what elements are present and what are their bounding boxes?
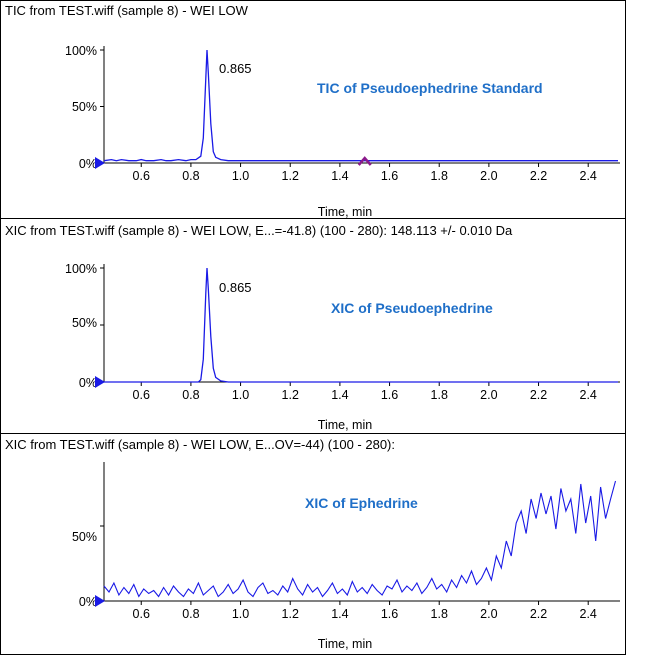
panel-xic-ephedrine: XIC from TEST.wiff (sample 8) - WEI LOW,… — [5, 437, 620, 651]
y-tick-label: 0% — [79, 157, 97, 171]
y-tick-label: 50% — [72, 100, 97, 114]
peak-label: 0.865 — [219, 61, 252, 76]
x-tick-label: 0.6 — [133, 607, 150, 621]
x-tick-label: 1.8 — [431, 388, 448, 402]
x-tick-label: 1.2 — [282, 388, 299, 402]
right-arrow-marker-icon — [95, 157, 105, 169]
panel-title: XIC from TEST.wiff (sample 8) - WEI LOW,… — [5, 437, 395, 452]
y-tick-label: 0% — [79, 595, 97, 609]
x-tick-label: 1.8 — [431, 607, 448, 621]
x-tick-label: 1.0 — [232, 607, 249, 621]
x-tick-label: 1.6 — [381, 169, 398, 183]
y-tick-label: 100% — [65, 44, 97, 58]
x-tick-label: 0.8 — [182, 388, 199, 402]
panel-xic-pseudoephedrine: XIC from TEST.wiff (sample 8) - WEI LOW,… — [0, 223, 626, 434]
x-tick-label: 2.0 — [480, 169, 497, 183]
x-ticks: 0.6 0.8 1.0 1.2 1.4 1.6 1.8 2.0 2.2 2.4 — [133, 163, 597, 183]
y-tick-label: 100% — [65, 262, 97, 276]
x-tick-label: 0.6 — [133, 388, 150, 402]
annotation-label: XIC of Ephedrine — [305, 495, 418, 511]
tic-trace — [103, 49, 618, 162]
right-arrow-marker-icon — [95, 376, 105, 388]
x-tick-label: 0.6 — [133, 169, 150, 183]
x-tick-label: 0.8 — [182, 169, 199, 183]
peak-label: 0.865 — [219, 280, 252, 295]
x-tick-label: 2.4 — [580, 388, 597, 402]
x-tick-label: 1.6 — [381, 607, 398, 621]
x-tick-label: 2.2 — [530, 607, 547, 621]
x-ticks: 0.6 0.8 1.0 1.2 1.4 1.6 1.8 2.0 2.2 2.4 — [133, 382, 597, 402]
annotation-label: XIC of Pseudoephedrine — [331, 300, 493, 316]
outer-border — [0, 0, 626, 655]
x-tick-label: 1.4 — [331, 607, 348, 621]
y-tick-label: 0% — [79, 376, 97, 390]
x-tick-label: 2.0 — [480, 388, 497, 402]
y-tick-label: 50% — [72, 530, 97, 544]
x-tick-label: 1.4 — [331, 388, 348, 402]
x-tick-label: 1.6 — [381, 388, 398, 402]
x-tick-label: 2.2 — [530, 388, 547, 402]
x-tick-label: 2.4 — [580, 169, 597, 183]
x-tick-label: 1.2 — [282, 607, 299, 621]
x-tick-label: 2.0 — [480, 607, 497, 621]
panel-tic-pseudoephedrine-standard: TIC from TEST.wiff (sample 8) - WEI LOW … — [0, 3, 626, 219]
x-tick-label: 2.2 — [530, 169, 547, 183]
x-tick-label: 1.4 — [331, 169, 348, 183]
x-tick-label: 2.4 — [580, 607, 597, 621]
y-tick-label: 50% — [72, 316, 97, 330]
x-tick-label: 1.0 — [232, 169, 249, 183]
panel-title: TIC from TEST.wiff (sample 8) - WEI LOW — [5, 3, 249, 18]
annotation-label: TIC of Pseudoephedrine Standard — [317, 80, 543, 96]
x-tick-label: 1.8 — [431, 169, 448, 183]
x-ticks: 0.6 0.8 1.0 1.2 1.4 1.6 1.8 2.0 2.2 2.4 — [133, 601, 597, 621]
x-tick-label: 1.2 — [282, 169, 299, 183]
x-axis-title: Time, min — [318, 637, 372, 651]
caret-up-icon[interactable] — [357, 156, 372, 166]
right-arrow-marker-icon — [95, 595, 105, 607]
x-axis-title: Time, min — [318, 418, 372, 432]
x-tick-label: 1.0 — [232, 388, 249, 402]
x-axis-title: Time, min — [318, 205, 372, 219]
xic-ephedrine-trace — [103, 480, 617, 598]
x-tick-label: 0.8 — [182, 607, 199, 621]
xic-pseudoephedrine-trace — [104, 267, 618, 383]
panel-title: XIC from TEST.wiff (sample 8) - WEI LOW,… — [5, 223, 513, 238]
